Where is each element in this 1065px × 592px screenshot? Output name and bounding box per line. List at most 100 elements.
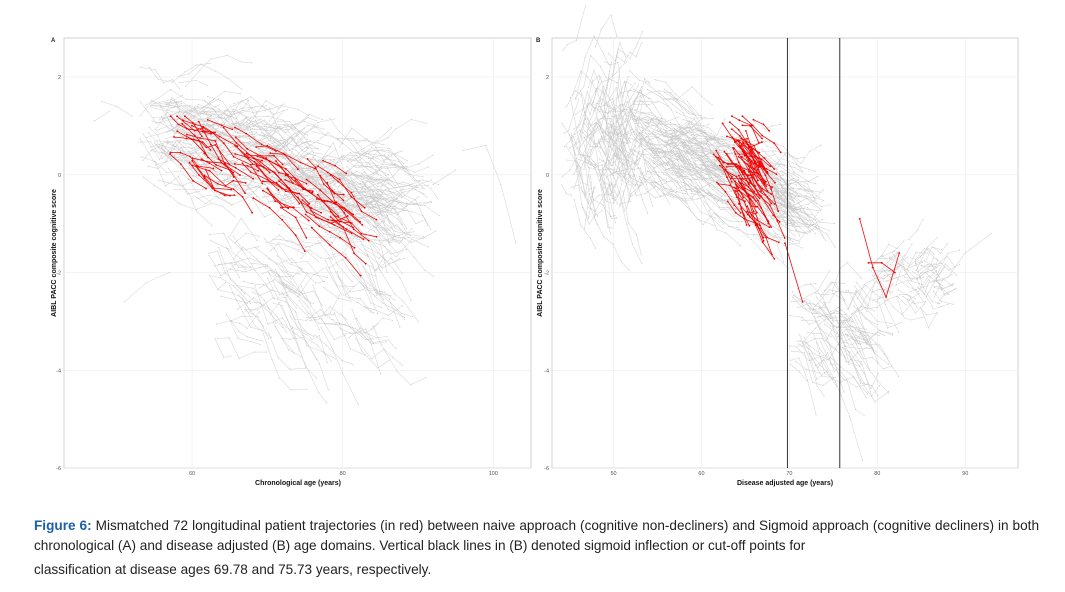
grey-trajectory-point — [381, 192, 383, 194]
grey-trajectory-point — [309, 175, 311, 177]
grey-trajectory-point — [218, 166, 220, 168]
grey-trajectory-point — [604, 169, 607, 171]
grey-trajectory-point — [602, 235, 604, 237]
grey-trajectory-point — [437, 198, 439, 200]
grey-trajectory-point — [348, 337, 350, 339]
grey-trajectory-point — [256, 302, 258, 304]
y-tick-label: -6 — [56, 466, 61, 472]
grey-trajectory-point — [173, 188, 176, 191]
grey-trajectory-point — [327, 239, 329, 241]
red-trajectory-point — [342, 193, 345, 196]
grey-trajectory-point — [281, 176, 283, 178]
grey-trajectory-point — [280, 322, 282, 324]
red-trajectory-point — [350, 195, 352, 198]
grey-trajectory-point — [363, 177, 365, 179]
grey-trajectory-point — [248, 99, 250, 101]
grey-trajectory-point — [158, 133, 160, 135]
grey-trajectory — [217, 140, 279, 167]
grey-trajectory-point — [336, 271, 338, 273]
grey-trajectory-point — [181, 155, 183, 157]
grey-trajectory-point — [169, 129, 171, 131]
grey-trajectory-point — [324, 172, 326, 174]
grey-trajectory-point — [425, 122, 427, 124]
grey-trajectory-point — [257, 246, 259, 248]
grey-trajectory-point — [188, 177, 190, 180]
grey-trajectory-point — [177, 112, 179, 115]
grey-trajectory-point — [616, 134, 618, 136]
grey-trajectory-point — [645, 184, 647, 186]
grey-trajectory-point — [394, 230, 396, 233]
grey-trajectory-point — [654, 79, 656, 81]
grey-trajectory-point — [598, 158, 600, 160]
grey-trajectory-point — [383, 291, 385, 293]
grey-trajectory-point — [601, 175, 603, 177]
grey-trajectory-point — [663, 145, 665, 147]
grey-trajectory-point — [714, 217, 717, 219]
grey-trajectory-point — [298, 293, 300, 295]
red-trajectory-point — [327, 218, 329, 221]
grey-trajectory-point — [588, 223, 590, 225]
grey-trajectory-point — [610, 61, 612, 63]
grey-trajectory — [563, 99, 580, 134]
grey-trajectory-point — [358, 274, 360, 276]
grey-trajectory-point — [270, 250, 272, 252]
grey-trajectory-point — [670, 121, 672, 124]
grey-trajectory-point — [701, 142, 703, 145]
red-trajectory-point — [205, 187, 208, 190]
red-trajectory-point — [344, 209, 347, 212]
red-trajectory-point — [245, 156, 248, 158]
grey-trajectory-point — [259, 118, 261, 120]
grey-trajectory-point — [286, 283, 288, 285]
red-trajectory-point — [361, 224, 364, 226]
grey-trajectory-point — [226, 158, 228, 160]
grey-trajectory-point — [301, 271, 303, 273]
grey-trajectory-point — [375, 147, 377, 149]
grey-trajectory-point — [680, 181, 682, 183]
grey-trajectory-point — [618, 192, 620, 194]
grey-trajectory-point — [376, 188, 378, 190]
grey-trajectory-point — [291, 196, 293, 198]
grey-trajectory-point — [317, 209, 319, 211]
grey-trajectory-point — [220, 274, 222, 277]
grey-trajectory-point — [197, 105, 199, 107]
grey-trajectory-point — [256, 240, 258, 242]
grey-trajectory-point — [359, 182, 361, 185]
grey-trajectory-point — [370, 157, 372, 159]
grey-trajectory-point — [411, 211, 413, 213]
grey-trajectory-point — [342, 333, 344, 335]
red-trajectory-point — [294, 177, 296, 180]
grey-trajectory-point — [323, 204, 325, 207]
grey-trajectory-point — [318, 236, 320, 238]
grey-trajectory-point — [162, 151, 164, 153]
grey-trajectory-point — [262, 205, 264, 207]
grey-trajectory-point — [327, 233, 329, 235]
grey-trajectory-point — [218, 108, 220, 110]
grey-trajectory-point — [161, 158, 163, 160]
grey-trajectory-point — [624, 121, 626, 123]
grey-trajectory-point — [250, 116, 252, 118]
red-trajectory-point — [304, 213, 307, 216]
red-trajectory-point — [245, 152, 248, 155]
grey-trajectory-point — [333, 312, 336, 314]
grey-trajectory-point — [597, 87, 599, 89]
grey-trajectory-point — [620, 104, 622, 106]
grey-trajectory — [569, 134, 592, 164]
grey-trajectory-point — [340, 293, 342, 295]
grey-trajectory — [216, 316, 253, 325]
grey-trajectory-point — [294, 172, 296, 174]
grey-trajectory-point — [614, 214, 616, 216]
grey-trajectory-point — [604, 163, 606, 165]
grey-trajectory-point — [251, 106, 254, 109]
grey-trajectory-point — [264, 134, 267, 136]
grey-trajectory — [573, 199, 596, 249]
red-trajectory — [242, 162, 279, 191]
grey-trajectory-point — [351, 188, 353, 190]
grey-trajectory-point — [628, 269, 630, 271]
grey-trajectory — [357, 192, 418, 205]
grey-trajectory-point — [221, 197, 223, 199]
grey-trajectory-point — [277, 125, 279, 128]
grey-trajectory-point — [195, 64, 197, 66]
grey-trajectory-point — [587, 90, 589, 92]
grey-trajectory-point — [593, 69, 595, 71]
grey-trajectory-point — [387, 183, 390, 185]
